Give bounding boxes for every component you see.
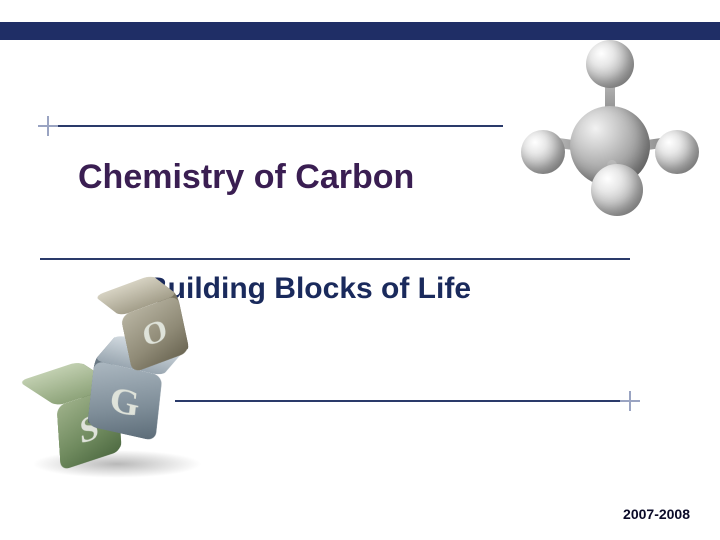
hydrogen-atom <box>586 40 634 88</box>
crosshair-icon <box>620 391 640 411</box>
divider-rule-middle <box>40 258 630 260</box>
hydrogen-atom <box>591 164 643 216</box>
footer-year: 2007-2008 <box>623 506 690 522</box>
hydrogen-atom <box>521 130 565 174</box>
molecule-graphic <box>515 36 705 226</box>
divider-rule-bottom <box>175 400 630 402</box>
slide-subtitle: Building Blocks of Life <box>146 272 471 306</box>
slide-title: Chemistry of Carbon <box>78 158 414 197</box>
divider-rule-top <box>48 125 503 127</box>
blocks-shadow <box>32 450 202 478</box>
hydrogen-atom <box>655 130 699 174</box>
crosshair-icon <box>38 116 58 136</box>
blocks-graphic: S G O <box>22 310 202 480</box>
letter-block: O <box>107 285 176 363</box>
